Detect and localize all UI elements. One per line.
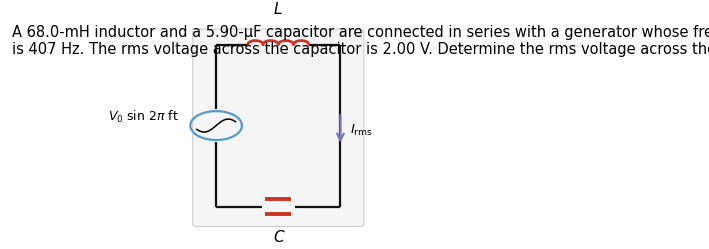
Text: L: L xyxy=(274,1,282,17)
Text: C: C xyxy=(273,230,284,245)
Text: A 68.0-mH inductor and a 5.90-μF capacitor are connected in series with a genera: A 68.0-mH inductor and a 5.90-μF capacit… xyxy=(12,25,709,57)
Text: $I_{\mathrm{rms}}$: $I_{\mathrm{rms}}$ xyxy=(350,123,373,137)
FancyBboxPatch shape xyxy=(193,29,364,227)
Text: $V_0$ sin $2\pi$ ft: $V_0$ sin $2\pi$ ft xyxy=(108,109,179,125)
